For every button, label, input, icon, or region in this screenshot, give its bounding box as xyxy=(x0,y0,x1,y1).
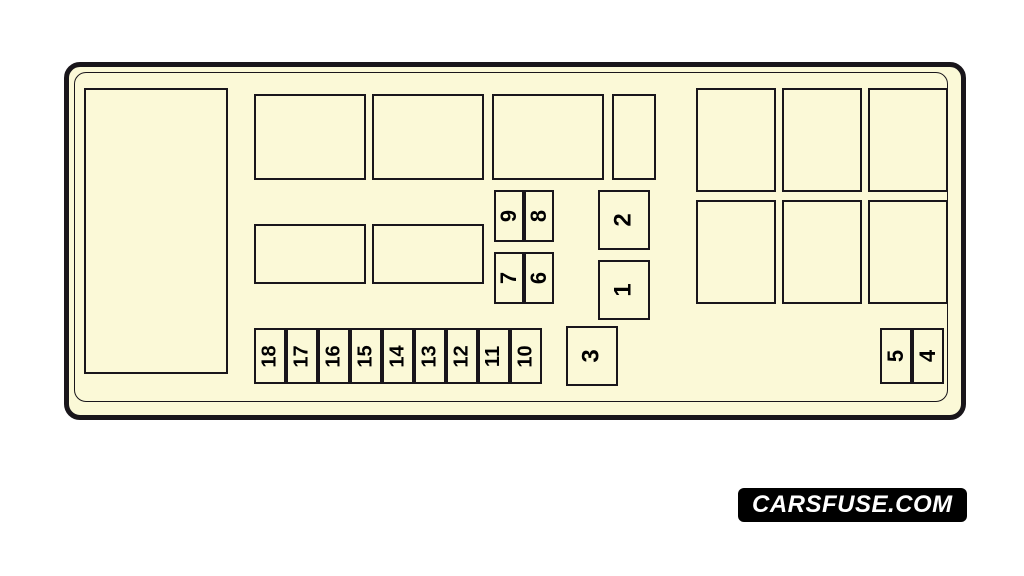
fuse-label: 16 xyxy=(323,345,346,367)
fuse-label: 12 xyxy=(451,345,474,367)
fuse-slot-17: 17 xyxy=(286,328,318,384)
fuse-label: 10 xyxy=(515,345,538,367)
fuse-slot-3: 3 xyxy=(566,326,618,386)
fuse-slot-12: 12 xyxy=(446,328,478,384)
watermark: CARSFUSE.COM xyxy=(738,488,967,522)
fuse-slot-18: 18 xyxy=(254,328,286,384)
fuse-label: 3 xyxy=(578,349,606,362)
fuse-slot-10: 10 xyxy=(510,328,542,384)
fuse-slot-14: 14 xyxy=(382,328,414,384)
relay-block xyxy=(782,200,862,304)
relay-block xyxy=(372,94,484,180)
fuse-label: 13 xyxy=(419,345,442,367)
fuse-slot-11: 11 xyxy=(478,328,510,384)
relay-block xyxy=(84,88,228,374)
fuse-label: 7 xyxy=(496,272,522,284)
relay-block xyxy=(868,200,948,304)
fuse-label: 14 xyxy=(387,345,410,367)
relay-block xyxy=(254,94,366,180)
fuse-slot-5: 5 xyxy=(880,328,912,384)
relay-block xyxy=(696,200,776,304)
fuse-slot-15: 15 xyxy=(350,328,382,384)
fuse-label: 4 xyxy=(915,350,941,362)
fuse-slot-6: 6 xyxy=(524,252,554,304)
fuse-label: 11 xyxy=(483,345,506,366)
relay-block xyxy=(868,88,948,192)
fuse-label: 9 xyxy=(496,210,522,222)
relay-block xyxy=(372,224,484,284)
relay-block xyxy=(782,88,862,192)
fuse-slot-2: 2 xyxy=(598,190,650,250)
fuse-label: 8 xyxy=(526,210,552,222)
fuse-label: 6 xyxy=(526,272,552,284)
relay-block xyxy=(696,88,776,192)
fuse-slot-8: 8 xyxy=(524,190,554,242)
fuse-slot-9: 9 xyxy=(494,190,524,242)
fuse-label: 5 xyxy=(883,350,909,362)
fuse-slot-7: 7 xyxy=(494,252,524,304)
fuse-slot-1: 1 xyxy=(598,260,650,320)
fuse-slot-4: 4 xyxy=(912,328,944,384)
fuse-label: 18 xyxy=(259,345,282,367)
relay-block xyxy=(612,94,656,180)
relay-block xyxy=(254,224,366,284)
fuse-label: 15 xyxy=(355,345,378,367)
fuse-slot-16: 16 xyxy=(318,328,350,384)
fuse-label: 1 xyxy=(610,283,638,296)
fuse-label: 2 xyxy=(610,213,638,226)
relay-block xyxy=(492,94,604,180)
fuse-label: 17 xyxy=(291,345,314,367)
fuse-slot-13: 13 xyxy=(414,328,446,384)
